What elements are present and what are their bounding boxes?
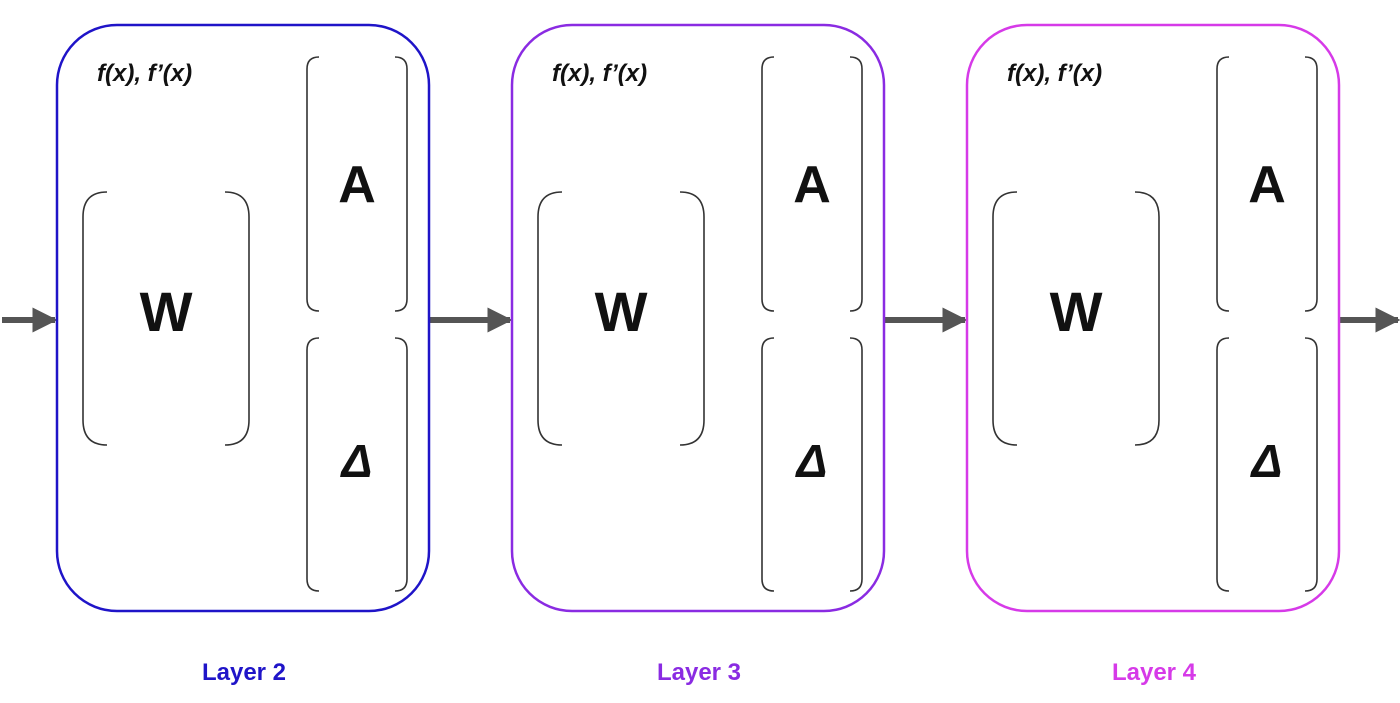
layer-label: Layer 3 [657, 659, 741, 686]
layer-4-block: f(x), f’(x) W A Δ Layer 4 [965, 23, 1341, 686]
activation-matrix-a: A [338, 156, 376, 214]
layer-box [510, 23, 886, 613]
weight-matrix-right-bracket [679, 191, 705, 446]
weight-matrix-right-bracket [1134, 191, 1160, 446]
activation-matrix-right-bracket [394, 56, 408, 312]
layer-label: Layer 2 [202, 659, 286, 686]
layer-box [55, 23, 431, 613]
activation-matrix-left-bracket [306, 56, 320, 312]
activation-matrix-a: A [793, 156, 831, 214]
activation-matrix-left-bracket [761, 56, 775, 312]
activation-function-label: f(x), f’(x) [97, 60, 192, 87]
delta-matrix-right-bracket [394, 337, 408, 592]
delta-matrix-right-bracket [849, 337, 863, 592]
activation-matrix-left-bracket [1216, 56, 1230, 312]
delta-matrix-left-bracket [306, 337, 320, 592]
weight-matrix-left-bracket [82, 191, 108, 446]
delta-matrix-left-bracket [1216, 337, 1230, 592]
layer-2-block: f(x), f’(x) W A Δ Layer 2 [55, 23, 431, 686]
weight-matrix-w: W [140, 280, 193, 343]
delta-matrix-right-bracket [1304, 337, 1318, 592]
layer-label: Layer 4 [1112, 659, 1197, 686]
weight-matrix-left-bracket [992, 191, 1018, 446]
activation-matrix-right-bracket [1304, 56, 1318, 312]
delta-matrix: Δ [340, 435, 373, 487]
activation-matrix-right-bracket [849, 56, 863, 312]
activation-function-label: f(x), f’(x) [552, 60, 647, 87]
activation-matrix-a: A [1248, 156, 1286, 214]
delta-matrix: Δ [1250, 435, 1283, 487]
layer-box [965, 23, 1341, 613]
weight-matrix-w: W [1050, 280, 1103, 343]
weight-matrix-right-bracket [224, 191, 250, 446]
weight-matrix-w: W [595, 280, 648, 343]
delta-matrix-left-bracket [761, 337, 775, 592]
weight-matrix-left-bracket [537, 191, 563, 446]
delta-matrix: Δ [795, 435, 828, 487]
activation-function-label: f(x), f’(x) [1007, 60, 1102, 87]
layer-3-block: f(x), f’(x) W A Δ Layer 3 [510, 23, 886, 686]
